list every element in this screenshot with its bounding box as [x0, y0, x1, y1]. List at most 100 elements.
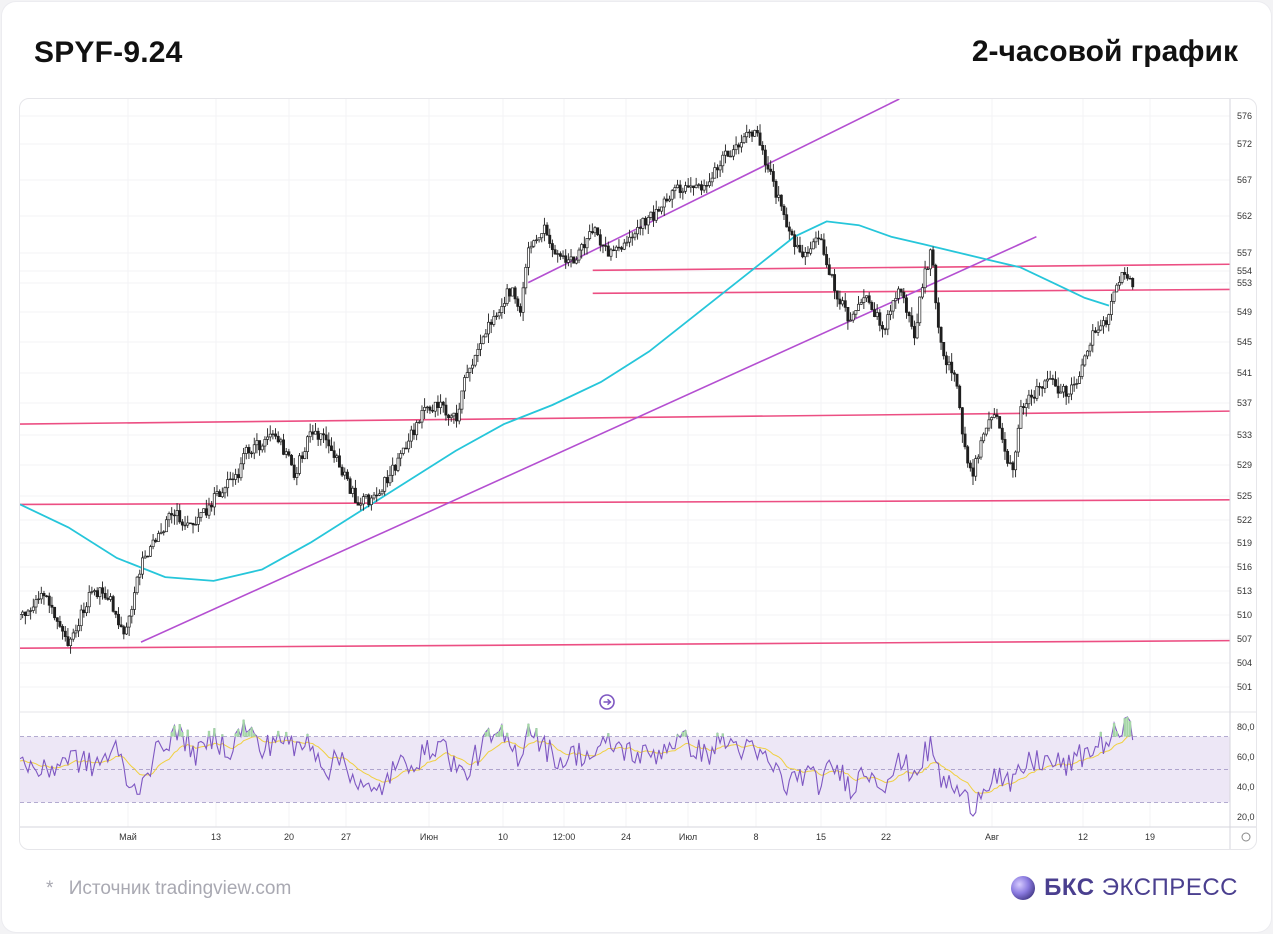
candle-body[interactable]	[939, 326, 943, 343]
candle-body[interactable]	[1024, 403, 1028, 409]
candle-body[interactable]	[266, 436, 270, 440]
candle-body[interactable]	[468, 367, 472, 373]
candle-body[interactable]	[250, 452, 254, 455]
candle-body[interactable]	[1040, 386, 1044, 389]
candle-body[interactable]	[1003, 439, 1007, 452]
candle-body[interactable]	[534, 239, 538, 242]
candle-body[interactable]	[982, 433, 986, 442]
candle-body[interactable]	[529, 245, 533, 249]
candle-body[interactable]	[1101, 320, 1105, 327]
candle-body[interactable]	[495, 315, 498, 318]
candle-body[interactable]	[505, 288, 509, 304]
candle-body[interactable]	[928, 249, 932, 270]
candle-body[interactable]	[511, 287, 514, 297]
candle-body[interactable]	[1099, 325, 1103, 331]
candle-body[interactable]	[399, 453, 403, 459]
candle-body[interactable]	[976, 456, 980, 459]
candles[interactable]	[20, 124, 1135, 654]
candle-body[interactable]	[31, 606, 35, 611]
candle-body[interactable]	[550, 243, 554, 251]
candle-body[interactable]	[1000, 427, 1004, 440]
candle-body[interactable]	[950, 361, 954, 374]
candle-body[interactable]	[598, 234, 602, 246]
candle-body[interactable]	[361, 496, 365, 505]
candle-body[interactable]	[1064, 385, 1068, 397]
candle-body[interactable]	[508, 288, 512, 297]
candle-body[interactable]	[915, 322, 919, 339]
candle-body[interactable]	[638, 227, 642, 229]
candle-body[interactable]	[798, 244, 802, 253]
candle-body[interactable]	[596, 227, 600, 236]
candle-body[interactable]	[979, 440, 983, 458]
candle-body[interactable]	[319, 433, 323, 440]
candle-body[interactable]	[694, 184, 698, 189]
candle-body[interactable]	[106, 597, 110, 600]
channel-line[interactable]	[527, 99, 900, 284]
candle-body[interactable]	[1091, 330, 1095, 346]
candle-body[interactable]	[734, 144, 738, 151]
candle-body[interactable]	[487, 321, 490, 335]
candle-body[interactable]	[803, 251, 807, 258]
candle-body[interactable]	[612, 249, 616, 252]
candle-body[interactable]	[955, 373, 959, 387]
candle-body[interactable]	[912, 326, 916, 339]
candle-body[interactable]	[337, 455, 341, 468]
candle-body[interactable]	[537, 237, 541, 241]
candle-body[interactable]	[710, 177, 714, 183]
candle-body[interactable]	[582, 244, 586, 249]
candle-body[interactable]	[375, 494, 379, 497]
candle-body[interactable]	[263, 439, 267, 447]
candle-body[interactable]	[841, 300, 845, 305]
candle-body[interactable]	[154, 539, 158, 542]
candle-body[interactable]	[1086, 350, 1089, 357]
tradingview-chart[interactable]: 576 572 567 562 557 554 553 549 545 541 537 533 529 5…	[19, 98, 1257, 850]
candle-body[interactable]	[862, 297, 866, 303]
candle-body[interactable]	[1051, 378, 1055, 380]
candle-body[interactable]	[774, 180, 778, 198]
candle-body[interactable]	[127, 615, 131, 628]
candle-body[interactable]	[284, 451, 288, 455]
candle-body[interactable]	[662, 198, 666, 208]
candle-body[interactable]	[1131, 278, 1135, 288]
candle-body[interactable]	[207, 504, 211, 516]
candle-body[interactable]	[987, 419, 991, 429]
candle-body[interactable]	[652, 211, 656, 221]
candle-body[interactable]	[271, 433, 275, 436]
candle-body[interactable]	[926, 268, 930, 270]
candle-body[interactable]	[425, 406, 429, 409]
candle-body[interactable]	[553, 249, 557, 255]
candle-body[interactable]	[42, 593, 46, 597]
candle-body[interactable]	[814, 237, 818, 243]
candle-body[interactable]	[649, 211, 653, 218]
candle-body[interactable]	[1107, 314, 1111, 325]
candle-body[interactable]	[364, 494, 368, 497]
candle-body[interactable]	[447, 414, 451, 418]
candle-body[interactable]	[279, 439, 283, 443]
candle-body[interactable]	[186, 522, 190, 526]
candle-body[interactable]	[731, 149, 735, 157]
candle-body[interactable]	[556, 253, 560, 255]
candle-body[interactable]	[322, 433, 325, 436]
candle-body[interactable]	[875, 312, 879, 317]
candle-body[interactable]	[159, 531, 163, 534]
candle-body[interactable]	[601, 244, 605, 247]
candle-body[interactable]	[819, 238, 823, 241]
candle-body[interactable]	[404, 447, 408, 450]
candle-body[interactable]	[843, 300, 847, 308]
rsi-line[interactable]	[20, 716, 1134, 817]
candle-body[interactable]	[920, 287, 924, 298]
candle-body[interactable]	[617, 246, 621, 249]
candle-body[interactable]	[835, 290, 839, 300]
candle-body[interactable]	[700, 184, 703, 191]
candle-body[interactable]	[968, 462, 972, 469]
candle-body[interactable]	[372, 494, 376, 499]
candle-body[interactable]	[300, 455, 304, 459]
candle-body[interactable]	[540, 233, 544, 239]
candle-body[interactable]	[654, 209, 658, 221]
candle-body[interactable]	[1059, 391, 1063, 394]
candle-body[interactable]	[676, 184, 679, 189]
candle-body[interactable]	[857, 303, 860, 311]
candle-body[interactable]	[156, 533, 160, 542]
candle-body[interactable]	[545, 224, 549, 236]
candle-body[interactable]	[689, 185, 693, 188]
